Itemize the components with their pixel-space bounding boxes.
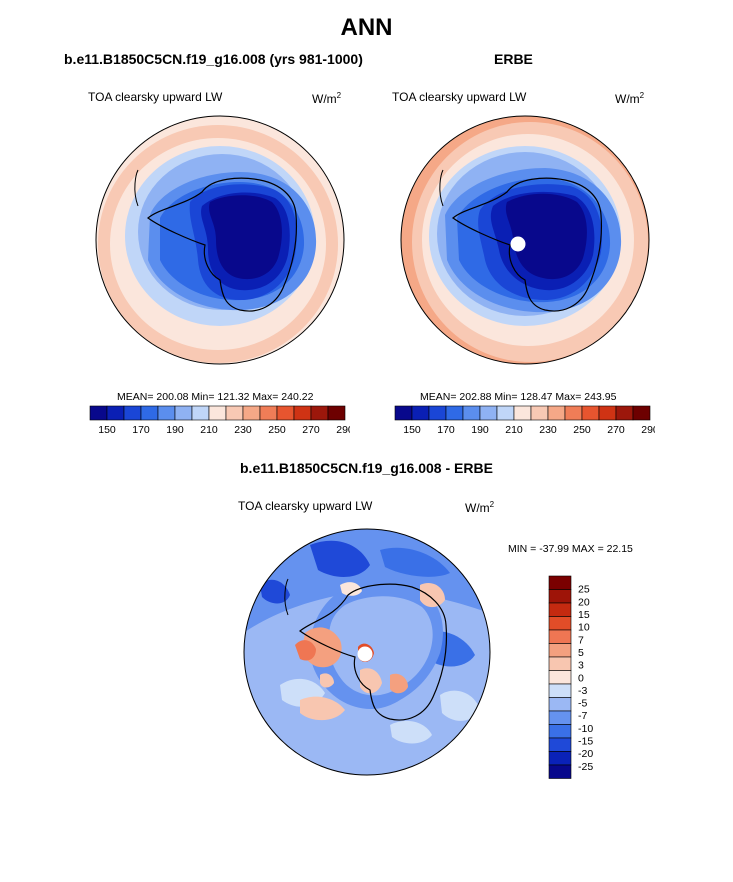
panel-2-colorbar-tick-label: 250 [573, 424, 591, 436]
panel-1-colorbar-swatch [259, 405, 278, 421]
panel-2-variable-label: TOA clearsky upward LW [392, 90, 527, 104]
panel-2-colorbar-tick-label: 210 [505, 424, 523, 436]
panel-3-colorbar-swatch [548, 697, 572, 712]
panel-3-units-label: W/m2 [465, 500, 495, 515]
panel-1-polar-map [95, 115, 345, 365]
panel-2-colorbar-tick-label: 190 [471, 424, 489, 436]
panel-3-colorbar-swatch [548, 575, 572, 590]
panel-1-colorbar-swatch [293, 405, 312, 421]
panel-2-colorbar-swatch [496, 405, 515, 421]
page-title: ANN [340, 14, 393, 41]
panel-1-units-label: W/m2 [312, 91, 342, 106]
panel-2-colorbar-swatch [615, 405, 634, 421]
panel-1-colorbar-swatch [174, 405, 193, 421]
panel-3-colorbar-tick-label: -15 [578, 736, 593, 748]
panel-3-colorbar-swatch [548, 751, 572, 766]
panel-3-colorbar-swatch [548, 656, 572, 671]
panel-3-colorbar-tick-label: -3 [578, 685, 587, 697]
panel-2-colorbar-swatch [547, 405, 566, 421]
panel-2-colorbar-swatch [445, 405, 464, 421]
panel-3-colorbar-swatch [548, 683, 572, 698]
panel-2-title: ERBE [494, 51, 533, 67]
panel-3-colorbar-tick-label: -20 [578, 748, 593, 760]
panel-2-units-label: W/m2 [615, 91, 645, 106]
panel-2-colorbar-tick-label: 290 [641, 424, 655, 436]
panel-2-colorbar-swatch [530, 405, 549, 421]
panel-2-polar-map [400, 115, 650, 365]
panel-1-colorbar-tick-label: 170 [132, 424, 150, 436]
panel-2-colorbar: 150 170 190 210 230 250 270 290 [394, 405, 655, 436]
panel-1-colorbar-swatch [327, 405, 346, 421]
panel-2-colorbar-swatch [479, 405, 498, 421]
panel-2-colorbar-tick-label: 230 [539, 424, 557, 436]
panel-3-colorbar-tick-label: -10 [578, 723, 593, 735]
panel-1-colorbar-tick-label: 230 [234, 424, 252, 436]
panel-3-colorbar-tick-label: 7 [578, 634, 584, 646]
panel-3-colorbar-swatch [548, 670, 572, 685]
panel-3-colorbar-swatch [548, 737, 572, 752]
panel-1-colorbar-swatch [225, 405, 244, 421]
panel-1-colorbar: 150 170 190 210 230 250 270 290 [89, 405, 350, 436]
panel-1-colorbar-swatch [106, 405, 125, 421]
panel-1-title: b.e11.B1850C5CN.f19_g16.008 (yrs 981-100… [64, 51, 363, 67]
panel-3-colorbar-tick-label: -7 [578, 710, 587, 722]
panel-3-colorbar-tick-label: -5 [578, 698, 587, 710]
panel-1-colorbar-swatch [310, 405, 329, 421]
panel-1-variable-label: TOA clearsky upward LW [88, 90, 223, 104]
panel-2-colorbar-swatch [564, 405, 583, 421]
panel-2-colorbar-swatch [581, 405, 600, 421]
panel-1-colorbar-swatch [191, 405, 210, 421]
panel-3-colorbar-tick-label: 20 [578, 596, 590, 608]
panel-3-colorbar-tick-label: 10 [578, 622, 590, 634]
panel-3-colorbar-swatch [548, 710, 572, 725]
panel-2-colorbar-swatch [598, 405, 617, 421]
panel-1-colorbar-tick-label: 290 [336, 424, 350, 436]
panel-1-colorbar-tick-label: 150 [98, 424, 116, 436]
panel-3-colorbar-swatch [548, 764, 572, 779]
panel-3-colorbar-swatch [548, 616, 572, 631]
panel-3-colorbar-tick-label: 5 [578, 647, 584, 659]
panel-2-colorbar-swatch [411, 405, 430, 421]
panel-2-colorbar-tick-label: 150 [403, 424, 421, 436]
panel-3-colorbar-tick-label: 3 [578, 660, 584, 672]
panel-1-colorbar-tick-label: 270 [302, 424, 320, 436]
panel-1-colorbar-tick-label: 210 [200, 424, 218, 436]
panel-3-colorbar-tick-label: 25 [578, 584, 590, 596]
panel-1-colorbar-tick-label: 190 [166, 424, 184, 436]
panel-2-colorbar-tick-label: 170 [437, 424, 455, 436]
panel-3-colorbar-swatch [548, 724, 572, 739]
panel-3-stats: MIN = -37.99 MAX = 22.15 [508, 543, 633, 555]
panel-3-colorbar-swatch [548, 602, 572, 617]
panel-1-colorbar-swatch [208, 405, 227, 421]
panel-1-colorbar-swatch [89, 405, 108, 421]
panel-2-colorbar-swatch [632, 405, 651, 421]
panel-1-colorbar-swatch [140, 405, 159, 421]
panel-1-stats: MEAN= 200.08 Min= 121.32 Max= 240.22 [117, 391, 314, 403]
panel-2-colorbar-swatch [462, 405, 481, 421]
panel-1-colorbar-swatch [276, 405, 295, 421]
panel-2-colorbar-swatch [513, 405, 532, 421]
panel-3-difference-map [243, 528, 491, 776]
panel-3-colorbar-tick-label: -25 [578, 761, 593, 773]
panel-2-colorbar-tick-label: 270 [607, 424, 625, 436]
panel-3-colorbar-swatch [548, 589, 572, 604]
panel-3-variable-label: TOA clearsky upward LW [238, 499, 373, 513]
panel-3-colorbar-swatch [548, 643, 572, 658]
panel-3-colorbar-tick-label: 15 [578, 609, 590, 621]
panel-3-title: b.e11.B1850C5CN.f19_g16.008 - ERBE [240, 460, 493, 476]
panel-1-colorbar-tick-label: 250 [268, 424, 286, 436]
panel-2-stats: MEAN= 202.88 Min= 128.47 Max= 243.95 [420, 391, 617, 403]
panel-3-colorbar-swatch [548, 629, 572, 644]
panel-2-colorbar-swatch [428, 405, 447, 421]
panel-3-colorbar-tick-label: 0 [578, 672, 584, 684]
panel-1-colorbar-swatch [242, 405, 261, 421]
panel-1-colorbar-swatch [157, 405, 176, 421]
panel-1-colorbar-swatch [123, 405, 142, 421]
panel-2-colorbar-swatch [394, 405, 413, 421]
